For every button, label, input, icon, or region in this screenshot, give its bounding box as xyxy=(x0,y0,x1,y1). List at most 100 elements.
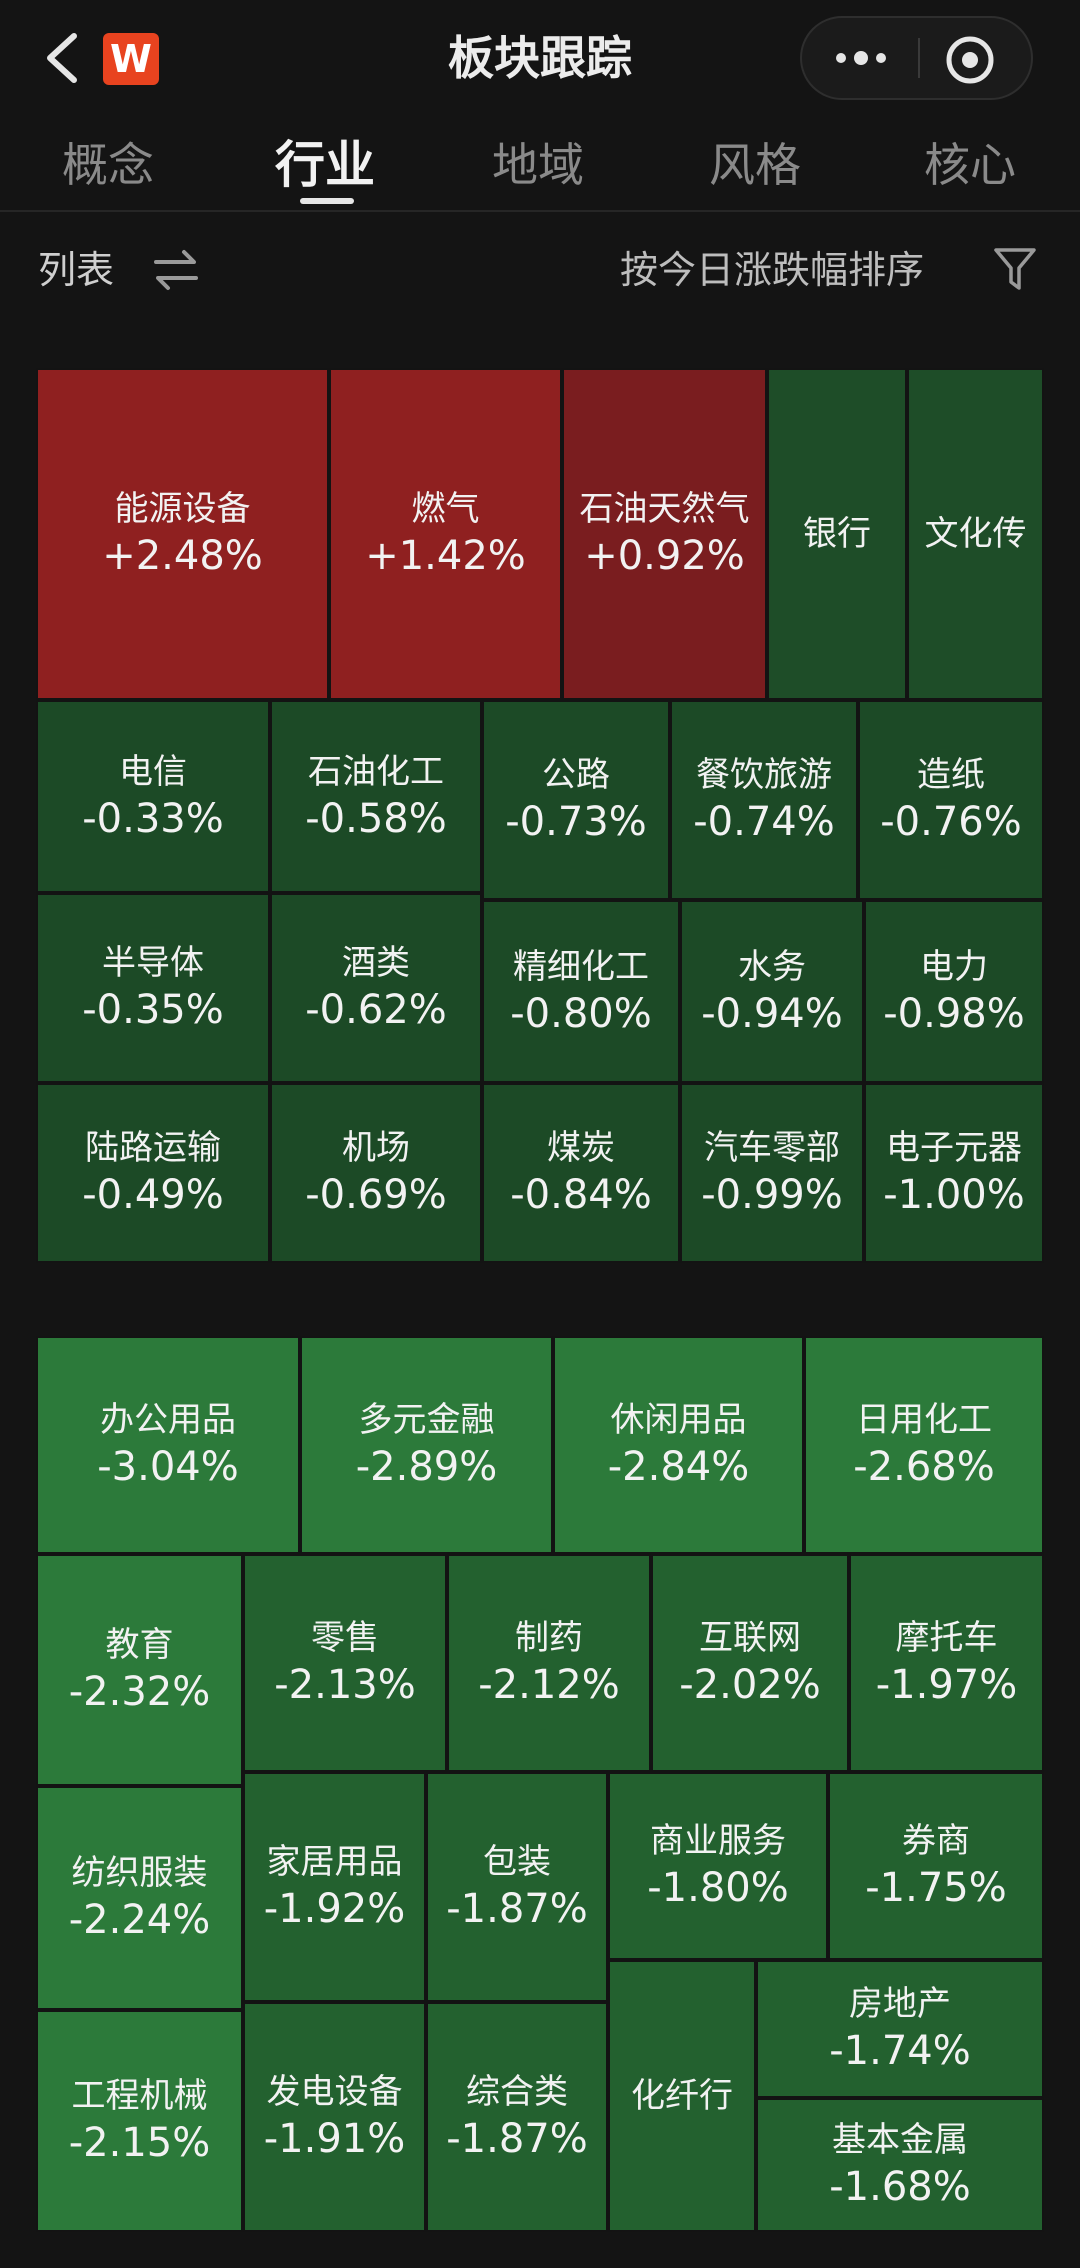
sector-tile[interactable]: 零售 -2.13% xyxy=(243,1554,447,1772)
sector-tile[interactable]: 综合类 -1.87% xyxy=(426,2002,608,2232)
sector-name: 互联网 xyxy=(699,1618,801,1658)
capsule-divider xyxy=(918,38,920,78)
sector-name: 陆路运输 xyxy=(85,1128,221,1168)
sector-tile[interactable]: 摩托车 -1.97% xyxy=(849,1554,1044,1772)
sector-name: 教育 xyxy=(105,1625,174,1665)
sector-change: -0.84% xyxy=(510,1172,652,1218)
sector-change: -0.49% xyxy=(82,1172,224,1218)
sector-tile[interactable]: 电力 -0.98% xyxy=(864,900,1044,1083)
sector-tile[interactable]: 休闲用品 -2.84% xyxy=(553,1336,804,1554)
sector-tile[interactable]: 电信 -0.33% xyxy=(36,700,270,893)
sector-change: -2.84% xyxy=(607,1444,750,1490)
sector-tile[interactable]: 石油天然气 +0.92% xyxy=(562,368,767,700)
sector-name: 机场 xyxy=(342,1128,410,1168)
sector-tile[interactable]: 日用化工 -2.68% xyxy=(804,1336,1044,1554)
sector-tile[interactable]: 陆路运输 -0.49% xyxy=(36,1083,270,1263)
tab-region[interactable]: 地域 xyxy=(492,138,584,192)
sector-name: 电力 xyxy=(920,946,988,987)
sector-change: -0.69% xyxy=(305,1172,447,1218)
sector-name: 日用化工 xyxy=(856,1400,992,1440)
sector-name: 摩托车 xyxy=(895,1618,998,1658)
mini-program-capsule xyxy=(800,16,1033,100)
sector-change: -0.98% xyxy=(883,990,1025,1037)
sector-tile[interactable]: 文化传 xyxy=(907,368,1044,700)
sector-tile[interactable]: 公路 -0.73% xyxy=(482,700,670,900)
sector-name: 家居用品 xyxy=(266,1842,403,1882)
sector-change: -2.24% xyxy=(68,1897,211,1943)
sector-tile[interactable]: 精细化工 -0.80% xyxy=(482,900,680,1083)
more-dots-icon[interactable] xyxy=(828,40,894,76)
sector-name: 化纤行 xyxy=(631,2076,733,2116)
sector-change: -1.00% xyxy=(883,1172,1025,1218)
sector-change: -1.87% xyxy=(446,1886,588,1932)
sector-tile[interactable]: 家居用品 -1.92% xyxy=(243,1772,426,2002)
sector-tile[interactable]: 燃气 +1.42% xyxy=(329,368,562,700)
sector-tile[interactable]: 汽车零部 -0.99% xyxy=(680,1083,864,1263)
sector-name: 制药 xyxy=(515,1618,583,1658)
sector-tile[interactable]: 造纸 -0.76% xyxy=(858,700,1044,900)
sector-tile[interactable]: 石油化工 -0.58% xyxy=(270,700,482,893)
sector-tile[interactable]: 基本金属 -1.68% xyxy=(756,2098,1044,2232)
sector-name: 休闲用品 xyxy=(610,1400,747,1440)
sector-tile[interactable]: 水务 -0.94% xyxy=(680,900,864,1083)
tab-core[interactable]: 核心 xyxy=(924,138,1016,192)
sector-tile[interactable]: 纺织服装 -2.24% xyxy=(36,1786,243,2010)
sector-name: 工程机械 xyxy=(71,2076,208,2116)
sector-name: 券商 xyxy=(902,1821,970,1861)
sector-name: 酒类 xyxy=(342,943,410,983)
sector-change: +1.42% xyxy=(365,533,526,579)
tab-style[interactable]: 风格 xyxy=(709,138,801,192)
sector-change: -1.87% xyxy=(446,2116,588,2162)
sector-name: 石油天然气 xyxy=(579,489,750,529)
sector-change: -2.15% xyxy=(68,2120,211,2166)
sector-change: -1.75% xyxy=(865,1865,1007,1911)
page-title: 板块跟踪 xyxy=(448,31,632,85)
sector-tile[interactable]: 互联网 -2.02% xyxy=(651,1554,849,1772)
sector-tile[interactable]: 煤炭 -0.84% xyxy=(482,1083,680,1263)
sector-change: -2.13% xyxy=(274,1662,416,1708)
sector-tile[interactable]: 发电设备 -1.91% xyxy=(243,2002,426,2232)
sector-tile[interactable]: 教育 -2.32% xyxy=(36,1554,243,1786)
sector-change: -2.89% xyxy=(355,1444,498,1490)
sector-change: -2.68% xyxy=(853,1444,995,1490)
sector-change: -0.35% xyxy=(82,987,224,1033)
sector-tile[interactable]: 房地产 -1.74% xyxy=(756,1960,1044,2098)
sector-tile[interactable]: 券商 -1.75% xyxy=(828,1772,1044,1960)
sector-tile[interactable]: 商业服务 -1.80% xyxy=(608,1772,828,1960)
sector-tile[interactable]: 酒类 -0.62% xyxy=(270,893,482,1083)
sector-tile[interactable]: 化纤行 xyxy=(608,1960,756,2232)
tab-industry[interactable]: 行业 xyxy=(275,136,375,194)
sector-tile[interactable]: 制药 -2.12% xyxy=(447,1554,651,1772)
sector-name: 电子元器 xyxy=(886,1128,1022,1168)
sector-change: -2.12% xyxy=(478,1662,620,1708)
sector-change: -0.80% xyxy=(510,990,652,1037)
sector-tile[interactable]: 餐饮旅游 -0.74% xyxy=(670,700,858,900)
sector-change: -2.32% xyxy=(68,1669,211,1715)
close-target-icon[interactable] xyxy=(944,34,996,86)
sector-tile[interactable]: 银行 xyxy=(767,368,907,700)
sector-name: 纺织服装 xyxy=(71,1853,208,1893)
sector-tile[interactable]: 能源设备 +2.48% xyxy=(36,368,329,700)
sector-tile[interactable]: 多元金融 -2.89% xyxy=(300,1336,553,1554)
sector-change: -1.68% xyxy=(829,2164,971,2210)
filter-icon[interactable] xyxy=(992,244,1038,294)
sector-tile[interactable]: 电子元器 -1.00% xyxy=(864,1083,1044,1263)
tab-concept[interactable]: 概念 xyxy=(62,138,154,192)
sector-tile[interactable]: 工程机械 -2.15% xyxy=(36,2010,243,2232)
list-view-label[interactable]: 列表 xyxy=(38,248,115,292)
sector-change: -0.74% xyxy=(693,799,835,845)
sector-tile[interactable]: 包装 -1.87% xyxy=(426,1772,608,2002)
category-tabs: 概念 行业 地域 风格 核心 xyxy=(0,120,1080,210)
sort-by-change-label[interactable]: 按今日涨跌幅排序 xyxy=(620,248,925,292)
sector-change: +2.48% xyxy=(102,533,263,579)
sector-change: -1.74% xyxy=(829,2028,971,2074)
sector-change: -2.02% xyxy=(679,1662,821,1708)
sector-name: 公路 xyxy=(542,755,610,795)
sector-name: 房地产 xyxy=(849,1984,951,2024)
sector-tile[interactable]: 办公用品 -3.04% xyxy=(36,1336,300,1554)
switch-arrows-icon[interactable] xyxy=(150,246,202,294)
back-arrow-icon[interactable] xyxy=(38,28,90,88)
sector-tile[interactable]: 半导体 -0.35% xyxy=(36,893,270,1083)
sector-tile[interactable]: 机场 -0.69% xyxy=(270,1083,482,1263)
sector-name: 汽车零部 xyxy=(704,1128,840,1168)
